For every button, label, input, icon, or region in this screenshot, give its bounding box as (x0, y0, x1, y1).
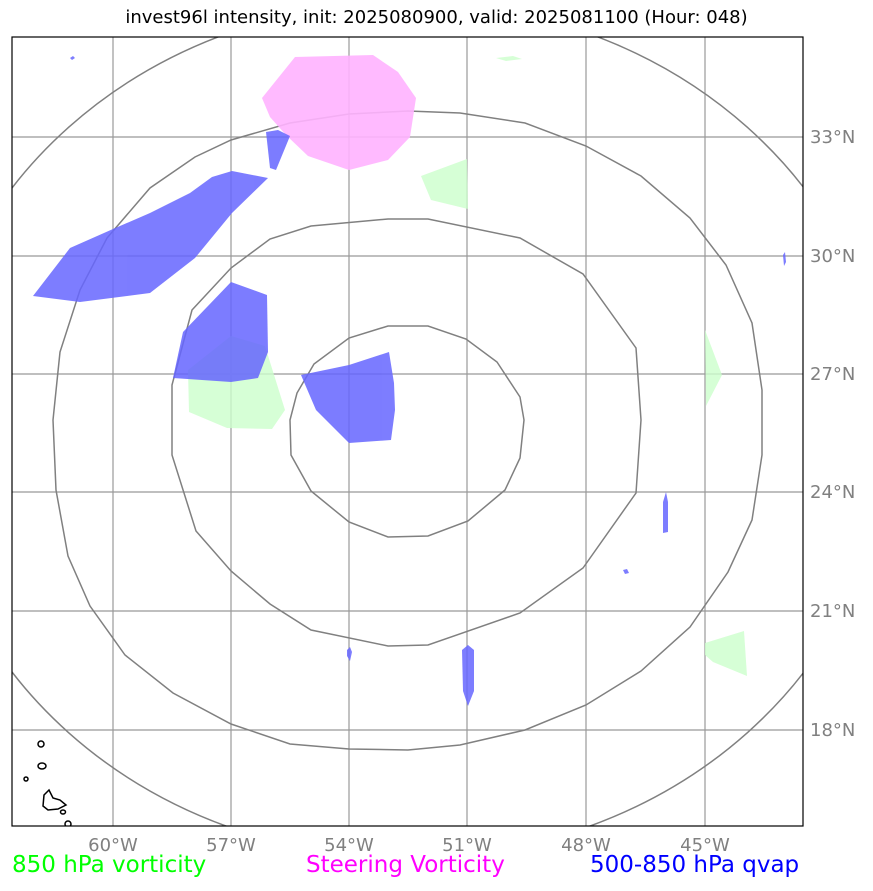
vorticity-area-southeast (705, 631, 747, 676)
lat-label: 18°N (810, 720, 855, 741)
lat-label: 33°N (810, 127, 855, 148)
lat-label: 21°N (810, 601, 855, 622)
graticule (12, 37, 803, 826)
map-frame (11, 36, 804, 827)
island-outline (59, 809, 67, 815)
steering-vorticity-area (262, 55, 416, 170)
lat-label: 27°N (810, 364, 855, 385)
qvap-area-northwest-tongue (266, 130, 290, 170)
qvap-areas (33, 56, 786, 706)
latitude-labels: 33°N 30°N 27°N 24°N 21°N 18°N (810, 127, 855, 741)
lon-label: 51°W (442, 835, 492, 856)
lon-label: 57°W (206, 835, 256, 856)
legend-qvap: 500-850 hPa qvap (590, 852, 800, 878)
lon-label: 45°W (680, 835, 730, 856)
longitude-labels: 60°W 57°W 54°W 51°W 48°W 45°W (88, 835, 730, 856)
lat-label: 30°N (810, 246, 855, 267)
lon-label: 60°W (88, 835, 138, 856)
island-outline (64, 820, 72, 826)
vorticity-area-top-sliver (496, 56, 522, 61)
island-outline (37, 762, 47, 770)
island-outline (42, 788, 68, 811)
lon-label: 54°W (324, 835, 374, 856)
legend-vorticity-850: 850 hPa vorticity (12, 852, 207, 878)
qvap-area-top-dot (70, 56, 75, 60)
island-outline (37, 740, 45, 748)
range-ring-middle (171, 218, 642, 647)
qvap-area-far-east (783, 252, 786, 266)
island-outline (23, 776, 29, 782)
range-ring-inner (289, 325, 525, 538)
qvap-area-south-streak (462, 645, 474, 706)
map-title: invest96l intensity, init: 2025080900, v… (125, 7, 748, 28)
qvap-area-east-streak (663, 492, 668, 533)
qvap-area-west (173, 282, 268, 382)
range-ring-outer (52, 110, 763, 751)
legend-steering-vorticity: Steering Vorticity (306, 852, 505, 878)
vorticity-area-north (421, 159, 468, 209)
lat-label: 24°N (810, 482, 855, 503)
qvap-area-center (301, 352, 395, 443)
qvap-area-south-dot (347, 647, 352, 661)
qvap-area-northwest-band (33, 171, 268, 302)
vorticity-area-east-strip (705, 330, 722, 406)
coastlines (23, 740, 72, 826)
qvap-area-east-dot (623, 569, 629, 574)
lon-label: 48°W (561, 835, 611, 856)
